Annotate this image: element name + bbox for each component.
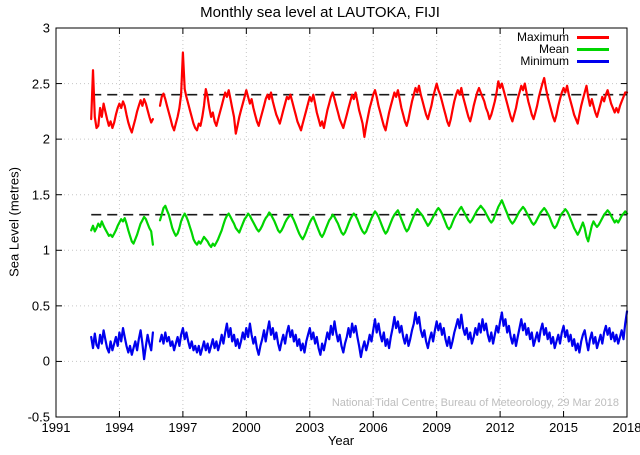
legend-line-sample-maximum <box>577 35 609 39</box>
chart-title: Monthly sea level at LAUTOKA, FIJI <box>200 4 440 21</box>
legend-item-mean: Mean <box>517 43 609 55</box>
x-tick-label: 1997 <box>168 420 198 435</box>
legend-label-mean: Mean <box>538 42 569 56</box>
y-tick-label: -0.5 <box>27 409 50 425</box>
x-tick-label: 2012 <box>485 420 515 435</box>
legend-label-minimum: Minimum <box>520 54 569 68</box>
x-tick-label: 2015 <box>549 420 579 435</box>
x-tick-label: 2006 <box>358 420 388 435</box>
y-tick-label: 1.5 <box>31 187 50 203</box>
legend-line-sample-minimum <box>577 59 609 63</box>
legend-label-maximum: Maximum <box>516 30 569 44</box>
y-tick-label: 2 <box>42 131 50 147</box>
x-tick-label: 2018 <box>612 420 640 435</box>
y-tick-label: 2.5 <box>31 76 50 92</box>
x-axis-title: Year <box>327 433 355 448</box>
legend: Maximum Mean Minimum <box>517 31 609 67</box>
y-tick-label: 1 <box>42 242 50 258</box>
watermark: National Tidal Centre, Bureau of Meteoro… <box>331 397 619 409</box>
x-tick-label: 1991 <box>41 420 71 435</box>
legend-item-maximum: Maximum <box>517 31 609 43</box>
x-tick-label: 2009 <box>422 420 452 435</box>
y-tick-label: 0.5 <box>31 298 50 314</box>
x-tick-label: 1994 <box>104 420 134 435</box>
x-tick-label: 2003 <box>295 420 325 435</box>
legend-item-minimum: Minimum <box>517 55 609 67</box>
y-tick-label: 0 <box>42 353 50 369</box>
y-tick-label: 3 <box>42 20 50 36</box>
x-tick-label: 2000 <box>231 420 261 435</box>
legend-line-sample-mean <box>577 47 609 51</box>
